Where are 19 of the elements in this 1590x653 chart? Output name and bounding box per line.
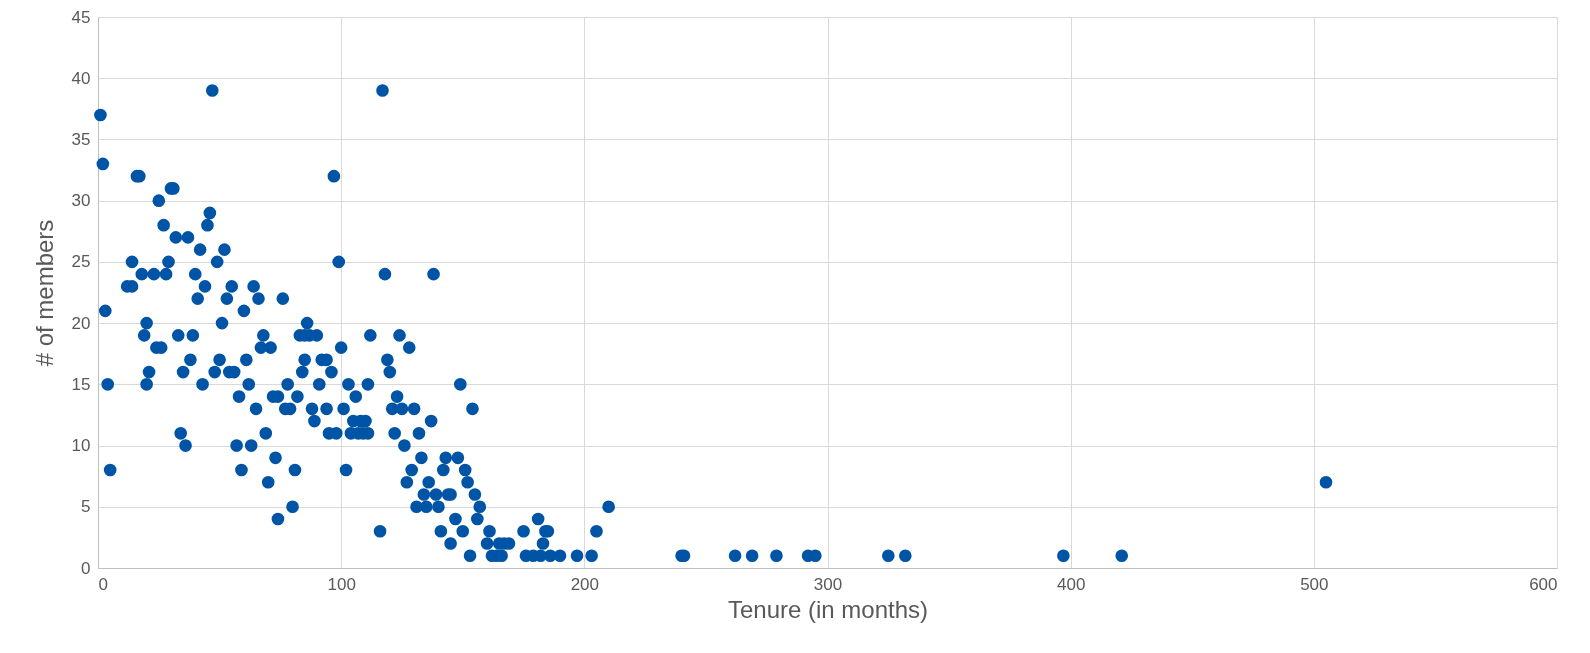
x-tick-label: 300	[813, 574, 843, 594]
y-tick-label: 45	[71, 7, 91, 27]
x-tick-label: 500	[1300, 574, 1329, 594]
x-tick-label: 200	[570, 574, 600, 594]
y-tick-label: 20	[71, 313, 91, 333]
x-axis-title: Tenure (in months)	[727, 595, 929, 623]
y-tick-label: 5	[81, 497, 91, 517]
y-tick-label: 15	[71, 374, 91, 394]
x-tick-label: 600	[1529, 574, 1558, 594]
x-tick-label: 0	[98, 574, 108, 594]
y-tick-label: 30	[71, 191, 91, 211]
x-tick-label: 400	[1056, 574, 1086, 594]
y-tick-label: 10	[71, 436, 91, 456]
y-tick-label: 35	[71, 129, 91, 149]
y-axis-title: # of members	[30, 219, 58, 367]
y-tick-label: 0	[81, 558, 91, 578]
y-tick-label: 25	[71, 252, 91, 272]
y-tick-label: 40	[71, 68, 91, 88]
x-tick-label: 100	[327, 574, 356, 594]
